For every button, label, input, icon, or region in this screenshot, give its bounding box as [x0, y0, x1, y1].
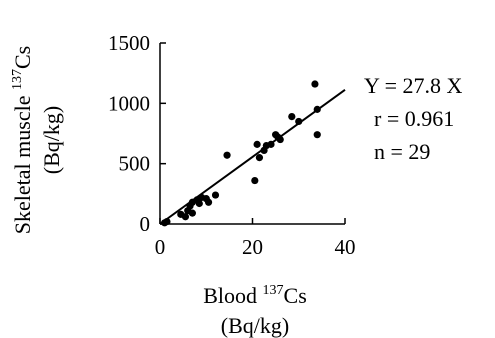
- data-point: [313, 105, 321, 113]
- y-axis-title-tail: Cs: [10, 46, 35, 69]
- data-point: [204, 198, 213, 206]
- x-axis-title-main: Blood: [203, 283, 262, 308]
- x-axis-unit: (Bq/kg): [221, 313, 289, 338]
- data-point: [251, 176, 259, 185]
- data-point: [188, 209, 196, 217]
- data-point: [253, 140, 261, 148]
- y-ticks: 0 500 1000 1500: [108, 31, 166, 236]
- n-annotation: n = 29: [374, 139, 430, 164]
- y-tick-label: 0: [140, 212, 151, 236]
- data-point: [288, 113, 296, 121]
- data-point: [181, 213, 190, 221]
- y-axis-title: Skeletal muscle 137Cs: [10, 46, 35, 234]
- r-annotation: r = 0.961: [374, 106, 454, 131]
- x-tick-label: 40: [335, 235, 356, 259]
- x-axis-title: Blood 137Cs: [203, 283, 307, 308]
- y-axis-title-main: Skeletal muscle: [10, 90, 35, 234]
- data-point: [211, 191, 220, 199]
- x-tick-label: 20: [242, 235, 263, 259]
- x-tick-label: 0: [155, 235, 166, 259]
- y-axis-title-sup: 137: [10, 69, 25, 90]
- equation-annotation: Y = 27.8 X: [364, 73, 462, 98]
- y-tick-label: 500: [119, 152, 151, 176]
- data-point: [313, 131, 321, 139]
- data-point: [163, 217, 171, 226]
- x-axis-title-sup: 137: [263, 283, 284, 298]
- y-tick-label: 1500: [108, 31, 150, 55]
- data-point: [255, 154, 264, 162]
- x-ticks: 0 20 40: [155, 218, 356, 259]
- data-point: [267, 140, 275, 148]
- data-point: [195, 199, 203, 208]
- data-point: [223, 151, 231, 159]
- y-axis-unit: (Bq/kg): [39, 106, 64, 174]
- data-point: [311, 80, 319, 88]
- x-axis-title-tail: Cs: [284, 283, 307, 308]
- data-point: [295, 117, 303, 126]
- data-points: [161, 80, 321, 227]
- data-point: [276, 135, 284, 144]
- y-tick-label: 1000: [108, 91, 150, 115]
